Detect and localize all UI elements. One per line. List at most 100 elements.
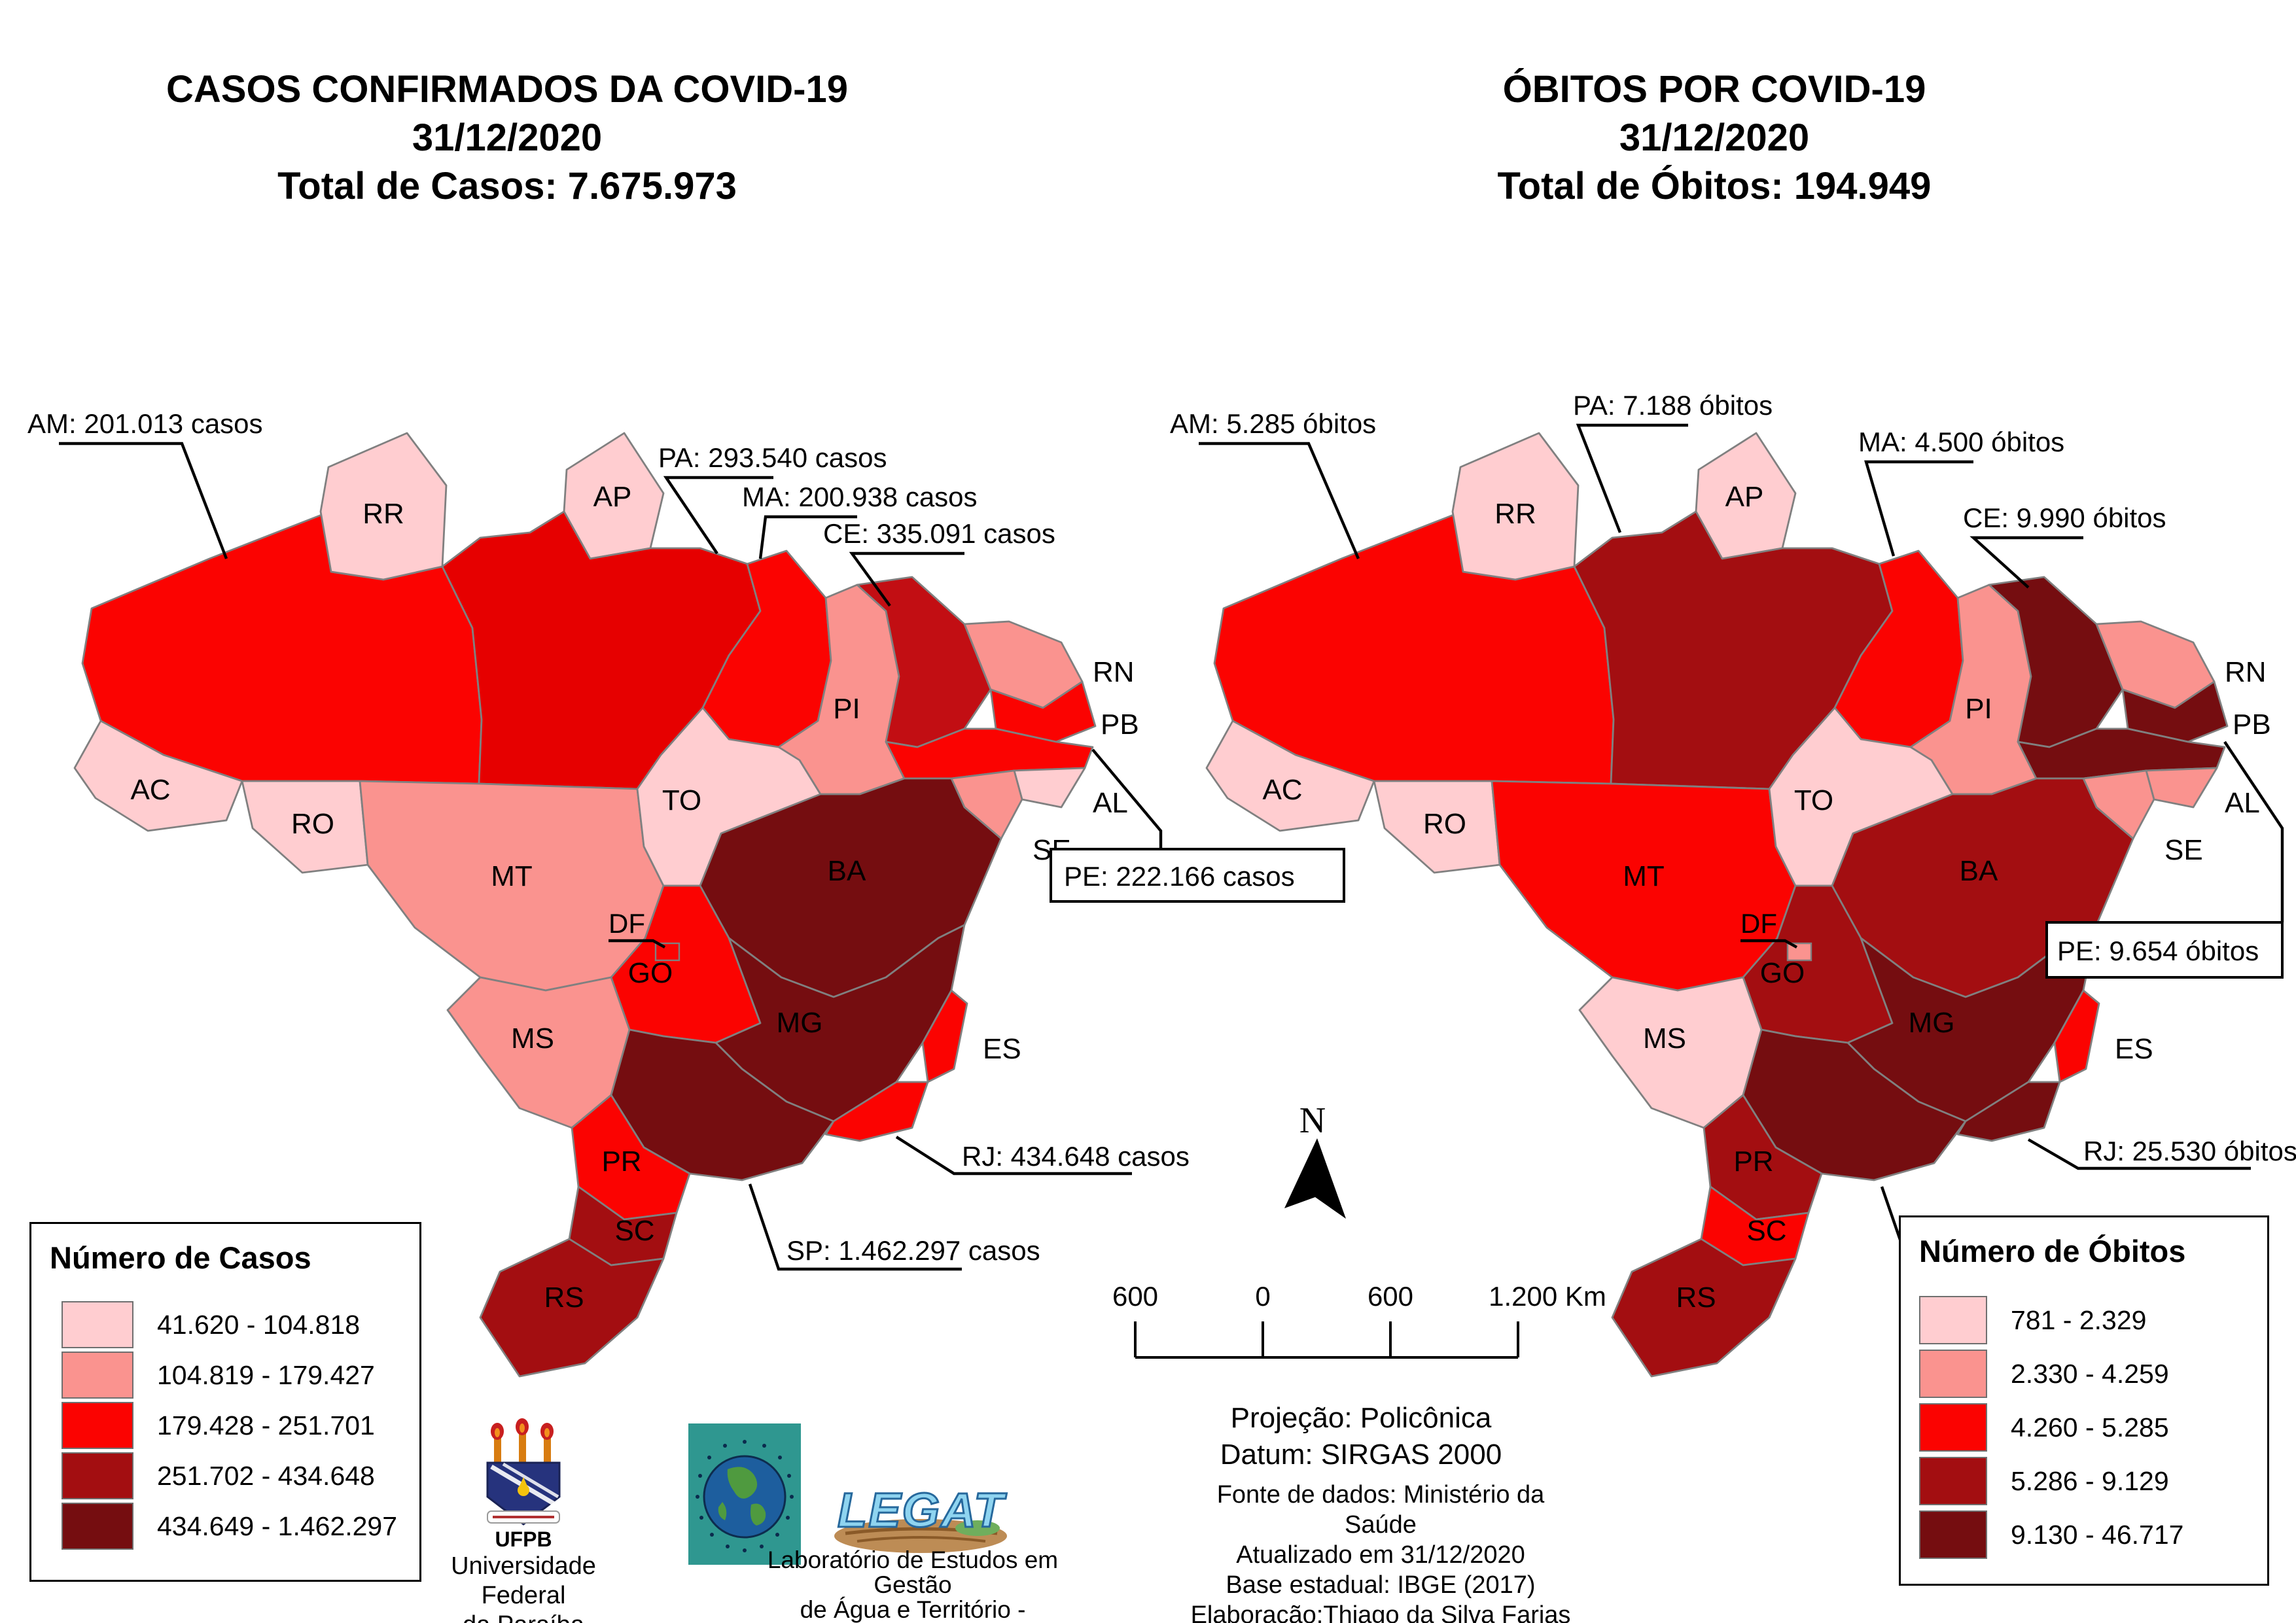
state-label-RO: RO (291, 808, 334, 840)
legat-logo: LEGAT (834, 1482, 1007, 1553)
cases-legend-title: Número de Casos (50, 1240, 311, 1275)
ufpb-caption-line2: da Paraíba (406, 1611, 641, 1623)
callout-text-PE: PE: 222.166 casos (1064, 861, 1295, 892)
state-AC (73, 720, 243, 832)
legend-item: 41.620 - 104.818 (62, 1301, 397, 1348)
legend-item: 4.260 - 5.285 (1919, 1403, 2183, 1452)
deaths-legend-rows: 781 - 2.329 2.330 - 4.259 4.260 - 5.285 5.2… (1919, 1296, 2183, 1564)
state-label-AC: AC (130, 774, 170, 806)
callout-text-DF: DF (1740, 908, 1777, 939)
state-label-MT: MT (491, 860, 533, 892)
state-label-RR: RR (1494, 498, 1536, 530)
state-RJ (824, 1081, 929, 1142)
callout-box-PE (1050, 848, 1345, 903)
legat-caption-line3: LEGAT/DGEOC (www.ufpb.br/legat) (739, 1622, 1086, 1623)
cases-title-line3: Total de Casos: 7.675.973 (277, 165, 737, 207)
dgeoc-ring-text-dots (696, 1440, 794, 1552)
state-label-GO: GO (1760, 957, 1805, 989)
callout-line-MA (758, 515, 857, 559)
scale-bar: 600 0 600 1.200 Km (1112, 1281, 1606, 1359)
source-line-1: Fonte de dados: Ministério da Saúde (1216, 1481, 1545, 1539)
deaths-title-line1: ÓBITOS POR COVID-19 (1502, 68, 1926, 111)
callout-line-DF (609, 939, 666, 949)
scale-bar-ruler (1134, 1321, 1519, 1359)
deaths-legend-title: Número de Óbitos (1919, 1234, 2186, 1268)
legend-swatch (62, 1503, 133, 1550)
legend-range-label: 2.330 - 4.259 (2011, 1358, 2169, 1389)
state-RO (1373, 780, 1501, 874)
callout-text-DF: DF (609, 908, 645, 939)
legend-range-label: 104.819 - 179.427 (157, 1359, 375, 1390)
callout-line-CE (849, 551, 964, 607)
ufpb-logo: UFPB (486, 1418, 561, 1551)
callout-line-RJ (2027, 1138, 2251, 1170)
callout-line-AM (1199, 442, 1360, 559)
state-label-TO: TO (662, 784, 701, 816)
legend-item: 781 - 2.329 (1919, 1296, 2183, 1344)
callout-line-PE (1091, 748, 1163, 849)
legend-item: 9.130 - 46.717 (1919, 1510, 2183, 1559)
legend-swatch (62, 1301, 133, 1348)
state-RS (479, 1238, 665, 1378)
ufpb-torches-icon (491, 1418, 554, 1463)
cases-choropleth-map: RRAPACROMTTOPIBAGOMSMGPRSCRSRNPBALSEESAM… (27, 408, 1345, 1378)
callout-line-PA (663, 476, 773, 555)
legend-item: 5.286 - 9.129 (1919, 1457, 2183, 1505)
source-block: Fonte de dados: Ministério da Saúde Atua… (1178, 1480, 1583, 1623)
state-DF (1786, 942, 1812, 962)
state-label-RS: RS (1676, 1282, 1716, 1314)
state-label-AL: AL (2225, 787, 2260, 819)
callout-text-PA: PA: 7.188 óbitos (1573, 390, 1773, 421)
state-DF (654, 942, 680, 962)
legend-swatch (1919, 1510, 1987, 1559)
callout-line-CE (1969, 536, 2083, 589)
legend-swatch (62, 1352, 133, 1399)
state-label-RR: RR (362, 498, 404, 530)
state-RO (241, 780, 369, 874)
legend-range-label: 5.286 - 9.129 (2011, 1465, 2169, 1496)
scale-label-0: 600 (1112, 1281, 1158, 1312)
callout-text-AM: AM: 5.285 óbitos (1170, 408, 1376, 439)
deaths-legend: Número de Óbitos 781 - 2.329 2.330 - 4.25… (1899, 1215, 2269, 1586)
state-label-ES: ES (2115, 1033, 2153, 1065)
source-line-2: Atualizado em 31/12/2020 (1236, 1541, 1525, 1569)
legend-range-label: 179.428 - 251.701 (157, 1410, 375, 1440)
source-line-4: Elaboração:Thiago da Silva Farias (1190, 1601, 1571, 1623)
legend-range-label: 4.260 - 5.285 (2011, 1412, 2169, 1442)
scale-label-3: 1.200 Km (1489, 1281, 1606, 1312)
state-label-ES: ES (983, 1033, 1021, 1065)
ufpb-logo-label: UFPB (495, 1527, 552, 1551)
legend-range-label: 781 - 2.329 (2011, 1304, 2147, 1335)
state-AL (1013, 767, 1086, 809)
callout-line-AM (59, 442, 228, 559)
state-label-TO: TO (1794, 784, 1833, 816)
legend-swatch (1919, 1403, 1987, 1452)
cases-legend-rows: 41.620 - 104.818 104.819 - 179.427 179.428… (62, 1301, 397, 1553)
legend-item: 434.649 - 1.462.297 (62, 1503, 397, 1550)
state-label-SC: SC (614, 1215, 654, 1247)
legend-swatch (1919, 1296, 1987, 1344)
legend-range-label: 251.702 - 434.648 (157, 1460, 375, 1491)
legend-swatch (1919, 1350, 1987, 1398)
state-label-BA: BA (828, 855, 866, 887)
callout-line-RJ (895, 1136, 1132, 1176)
projection-block: Projeção: Policônica Datum: SIRGAS 2000 (1165, 1400, 1557, 1473)
state-label-MS: MS (1643, 1022, 1686, 1055)
state-ES (921, 989, 968, 1083)
north-arrow: N (1284, 1100, 1346, 1219)
state-label-GO: GO (628, 957, 673, 989)
callout-text-RJ: RJ: 25.530 óbitos (2083, 1136, 2296, 1166)
state-ES (2053, 989, 2100, 1083)
callout-text-PA: PA: 293.540 casos (658, 442, 887, 473)
legend-swatch (62, 1402, 133, 1449)
legend-item: 2.330 - 4.259 (1919, 1350, 2183, 1398)
callout-text-SP: SP: 1.462.297 casos (786, 1235, 1040, 1266)
state-RR (319, 432, 448, 581)
state-label-MG: MG (1909, 1007, 1955, 1039)
state-AL (2145, 767, 2218, 809)
legat-caption-line1: Laboratório de Estudos em Gestão (767, 1546, 1059, 1598)
legat-caption-line2: de Água e Território - (800, 1596, 1026, 1623)
state-RJ (1956, 1081, 2061, 1142)
dgeoc-logo (688, 1423, 801, 1565)
